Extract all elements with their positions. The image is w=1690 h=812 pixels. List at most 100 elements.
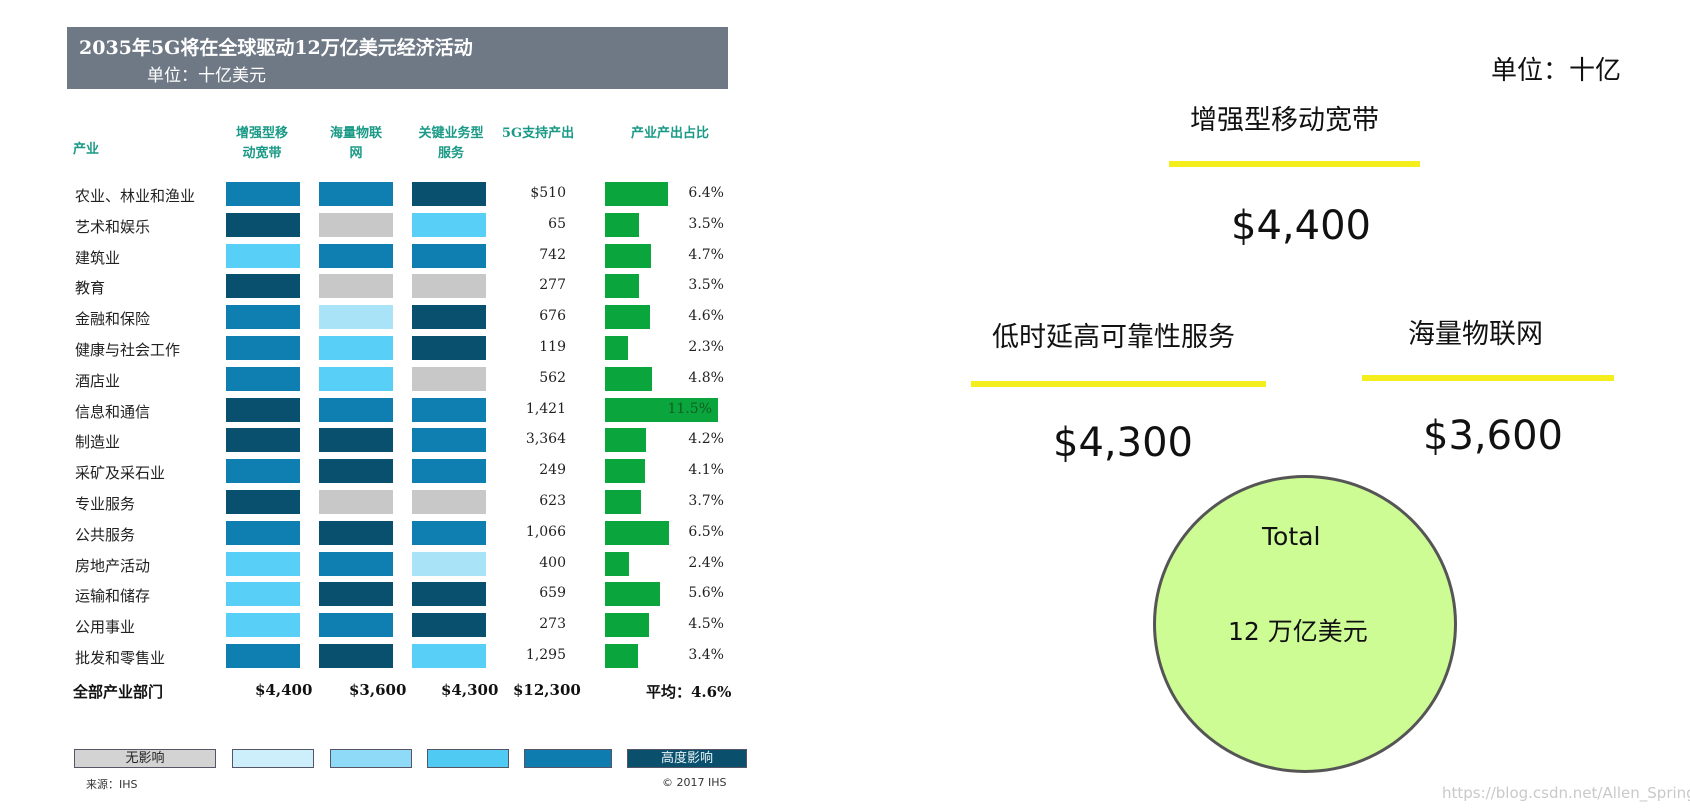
critical-impact-cell — [412, 243, 486, 268]
embb-impact-cell — [226, 397, 300, 422]
output-value: 1,421 — [525, 400, 566, 417]
industry-label: 艺术和娱乐 — [75, 217, 151, 236]
total-output: $12,300 — [513, 681, 581, 699]
output-value: 623 — [539, 493, 566, 509]
output-value: 1,066 — [525, 523, 566, 540]
share-label: 4.2% — [688, 431, 724, 448]
share-bar — [605, 644, 638, 668]
share-label: 6.4% — [688, 185, 724, 201]
iot-impact-cell — [319, 397, 393, 422]
share-bar — [605, 490, 641, 514]
industry-label: 公用事业 — [75, 618, 136, 637]
share-label: 3.5% — [688, 277, 724, 294]
iot-impact-cell — [319, 644, 393, 668]
share-label: 3.5% — [688, 215, 724, 232]
total-critical: $4,300 — [441, 681, 499, 699]
share-label: 11.5% — [667, 400, 712, 417]
output-value: 659 — [539, 585, 566, 602]
critical-impact-cell — [412, 644, 486, 668]
total-iot: $3,600 — [349, 681, 407, 699]
industry-label: 批发和零售业 — [75, 649, 166, 667]
embb-impact-cell — [226, 428, 300, 453]
embb-impact-cell — [226, 644, 300, 668]
industry-label: 采矿及采石业 — [75, 464, 166, 483]
iot-impact-cell — [319, 551, 393, 576]
share-bar — [605, 336, 628, 360]
industry-label: 房地产活动 — [75, 556, 151, 575]
embb-impact-cell — [226, 551, 300, 576]
total-label: 全部产业部门 — [73, 683, 164, 701]
critical-impact-cell — [412, 428, 486, 453]
share-label: 4.7% — [688, 246, 724, 263]
iot-impact-cell — [319, 366, 393, 391]
share-bar — [605, 274, 639, 299]
source-note: 来源：IHS — [86, 778, 138, 791]
share-bar — [605, 551, 629, 576]
critical-impact-cell — [412, 582, 486, 607]
embb-impact-cell — [226, 182, 300, 206]
output-value: 249 — [539, 462, 566, 479]
legend-level-2 — [330, 749, 412, 768]
total-circle — [1153, 475, 1457, 773]
embb-value: $4,400 — [1231, 203, 1371, 249]
share-label: 4.6% — [688, 308, 724, 325]
share-bar — [605, 243, 651, 268]
output-value: 400 — [539, 554, 566, 571]
legend-level-3 — [427, 749, 509, 768]
legend-high-impact: 高度影响 — [627, 749, 747, 768]
iot-impact-cell — [319, 428, 393, 453]
iot-impact-cell — [319, 305, 393, 330]
critical-underline — [971, 381, 1266, 387]
table-unit: 单位：十亿美元 — [147, 66, 266, 86]
embb-impact-cell — [226, 490, 300, 514]
header-industry: 产业 — [73, 142, 100, 157]
embb-impact-cell — [226, 613, 300, 638]
total-embb: $4,400 — [255, 681, 313, 699]
share-label: 4.1% — [688, 462, 724, 479]
iot-value: $3,600 — [1423, 413, 1563, 459]
embb-impact-cell — [226, 366, 300, 391]
header-iot: 海量物联网 — [329, 126, 382, 161]
embb-underline — [1169, 161, 1420, 167]
header-share: 产业产出占比 — [630, 126, 709, 141]
share-label: 2.4% — [688, 554, 724, 571]
industry-label: 建筑业 — [75, 248, 121, 267]
output-value: 3,364 — [525, 431, 566, 448]
share-bar — [605, 613, 649, 638]
iot-underline — [1362, 375, 1614, 381]
output-value: 742 — [539, 246, 566, 263]
embb-impact-cell — [226, 212, 300, 237]
embb-label: 增强型移动宽带 — [1190, 105, 1379, 136]
iot-impact-cell — [319, 243, 393, 268]
watermark: https://blog.csdn.net/Allen_Spring — [1442, 784, 1690, 802]
iot-impact-cell — [319, 212, 393, 237]
share-bar — [605, 366, 652, 391]
industry-label: 教育 — [75, 279, 106, 298]
critical-label: 低时延高可靠性服务 — [992, 322, 1235, 353]
critical-impact-cell — [412, 182, 486, 206]
iot-label: 海量物联网 — [1408, 319, 1543, 350]
output-value: $510 — [530, 185, 566, 201]
share-bar — [605, 305, 650, 330]
output-value: 1,295 — [525, 647, 566, 663]
total-share: 平均：4.6% — [646, 683, 732, 701]
share-label: 6.5% — [688, 523, 724, 540]
total-value: 12 万亿美元 — [1228, 617, 1368, 646]
critical-impact-cell — [412, 336, 486, 360]
header-output: 5G支持产出 — [501, 126, 575, 141]
critical-impact-cell — [412, 551, 486, 576]
share-bar — [605, 212, 639, 237]
critical-impact-cell — [412, 520, 486, 545]
share-bar — [605, 428, 646, 453]
critical-impact-cell — [412, 212, 486, 237]
critical-impact-cell — [412, 459, 486, 484]
share-bar — [605, 582, 660, 607]
share-label: 5.6% — [688, 585, 724, 602]
total-label: Total — [1262, 522, 1321, 551]
critical-impact-cell — [412, 274, 486, 299]
iot-impact-cell — [319, 336, 393, 360]
embb-impact-cell — [226, 243, 300, 268]
legend-level-1 — [232, 749, 314, 768]
share-label: 3.7% — [688, 493, 724, 509]
embb-impact-cell — [226, 336, 300, 360]
